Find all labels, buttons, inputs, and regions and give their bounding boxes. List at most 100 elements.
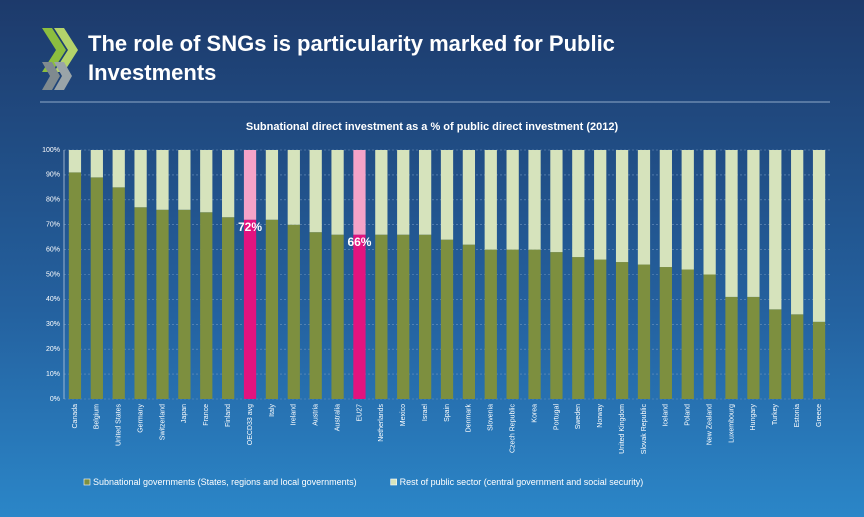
bar-segment: [506, 150, 519, 250]
bar-segment: [769, 309, 782, 399]
bar-segment: [156, 150, 169, 210]
bar-segment: [594, 150, 607, 260]
bar-segment: [331, 234, 344, 399]
bar-segment: [550, 150, 563, 253]
bar-segment: [791, 314, 804, 399]
x-tick-label: Greece: [816, 404, 823, 427]
bar-segment: [112, 150, 125, 188]
x-tick-label: Portugal: [553, 404, 560, 431]
bar-segment: [484, 249, 497, 399]
y-tick-label: 0%: [50, 396, 60, 403]
heading-line: Investments: [88, 60, 216, 85]
bar-segment: [615, 150, 629, 263]
legend-swatch: [390, 478, 397, 486]
x-tick-label: Denmark: [466, 404, 473, 433]
y-tick-label: 60%: [46, 246, 60, 253]
bar-segment: [134, 150, 147, 208]
heading-line: The role of SNGs is particularity marked…: [88, 31, 615, 56]
bar-segment: [747, 150, 760, 297]
bar-segment: [265, 150, 279, 220]
bar-segment: [243, 150, 257, 220]
x-tick-label: Mexico: [400, 404, 407, 426]
x-tick-label: Belgium: [94, 404, 101, 429]
bar-segment: [418, 234, 432, 399]
x-tick-label: Australia: [334, 404, 341, 431]
bar-segment: [725, 296, 738, 399]
x-tick-label: Netherlands: [378, 404, 385, 442]
bar-segment: [353, 234, 366, 399]
x-tick-label: Estonia: [794, 404, 801, 427]
legend-label: Subnational governments (States, regions…: [93, 477, 357, 487]
data-label: 66%: [347, 235, 371, 249]
bar-segment: [440, 239, 454, 399]
data-label: 72%: [238, 220, 262, 234]
bar-segment: [222, 150, 235, 218]
bar-segment: [528, 150, 541, 250]
x-tick-label: Switzerland: [159, 404, 166, 440]
bar-segment: [681, 150, 694, 270]
x-tick-label: Japan: [181, 404, 188, 423]
bar-segment: [572, 257, 585, 399]
x-tick-label: Slovak Republic: [641, 404, 648, 455]
bar-segment: [659, 150, 672, 268]
x-tick-label: New Zealand: [706, 404, 713, 445]
x-tick-label: United Kingdom: [619, 404, 626, 454]
x-tick-label: Italy: [269, 404, 276, 417]
bar-segment: [506, 249, 519, 399]
bar-segment: [637, 150, 651, 265]
bar-segment: [309, 150, 322, 233]
x-tick-label: OECD33 avg: [247, 404, 254, 445]
x-tick-label: Israel: [422, 404, 429, 422]
x-tick-label: Luxembourg: [728, 404, 735, 443]
bar-segment: [222, 217, 235, 399]
bar-segment: [287, 224, 300, 399]
bar-segment: [747, 296, 760, 399]
bar-segment: [243, 219, 257, 399]
x-tick-label: Hungary: [750, 404, 757, 431]
bar-segment: [353, 150, 366, 235]
bar-segment: [462, 244, 476, 399]
bar-segment: [418, 150, 432, 235]
bar-segment: [134, 207, 147, 399]
bar-segment: [725, 150, 738, 297]
bar-segment: [550, 252, 563, 399]
y-tick-label: 70%: [46, 222, 60, 229]
bar-segment: [615, 262, 629, 399]
bar-segment: [812, 321, 826, 399]
x-tick-label: United States: [116, 404, 123, 447]
x-tick-label: Poland: [685, 404, 692, 426]
bar-segment: [375, 150, 388, 235]
bar-segment: [572, 150, 585, 258]
bar-segment: [178, 150, 191, 210]
bar-segment: [769, 150, 782, 310]
bar-segment: [287, 150, 300, 225]
bar-segment: [178, 209, 191, 399]
bar-segment: [528, 249, 541, 399]
bar-segment: [659, 267, 672, 399]
x-tick-label: Slovenia: [488, 404, 495, 431]
legend-label: Rest of public sector (central governmen…: [400, 477, 644, 487]
bar-segment: [112, 187, 125, 399]
bar-segment: [90, 150, 103, 178]
bar-segment: [681, 269, 694, 399]
bar-segment: [484, 150, 497, 250]
y-tick-label: 30%: [46, 321, 60, 328]
y-tick-label: 100%: [42, 147, 60, 154]
bar-segment: [637, 264, 651, 399]
y-tick-label: 80%: [46, 197, 60, 204]
bar-segment: [397, 150, 410, 235]
x-tick-label: Germany: [137, 404, 144, 433]
x-tick-label: Finland: [225, 404, 232, 427]
y-tick-label: 40%: [46, 296, 60, 303]
x-tick-label: Austria: [313, 404, 320, 426]
bar-segment: [156, 209, 169, 399]
x-tick-label: Iceland: [663, 404, 670, 427]
bar-segment: [397, 234, 410, 399]
logo-chevrons: [42, 28, 78, 90]
x-tick-label: Norway: [597, 404, 604, 428]
x-tick-label: EU27: [356, 404, 363, 422]
y-tick-label: 50%: [46, 271, 60, 278]
x-tick-label: Sweden: [575, 404, 582, 429]
x-tick-label: Czech Republic: [510, 404, 517, 454]
chart-title: Subnational direct investment as a % of …: [246, 121, 619, 133]
